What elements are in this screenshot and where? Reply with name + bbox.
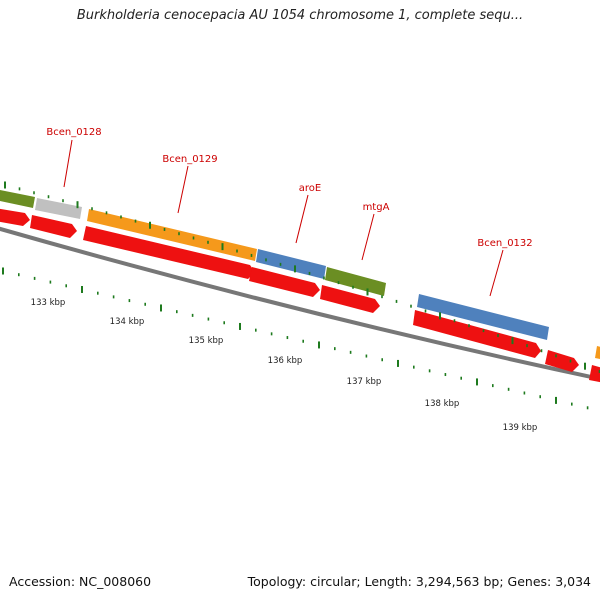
cds-arrow — [589, 365, 600, 383]
gene-label-leader — [177, 165, 189, 214]
cds-arrow — [0, 208, 30, 226]
lower-tick-row — [2, 267, 589, 410]
cds-arrow — [83, 226, 255, 279]
topology-summary: Topology: circular; Length: 3,294,563 bp… — [247, 574, 591, 589]
gene-feature-green — [325, 267, 386, 296]
gene-label: aroE — [299, 183, 321, 194]
gene-track — [0, 190, 600, 359]
gene-label-leader — [361, 213, 375, 261]
gene-label: Bcen_0132 — [477, 238, 532, 249]
scale-label: 136 kbp — [268, 356, 303, 366]
scale-label: 139 kbp — [503, 423, 538, 433]
map-title: Burkholderia cenocepacia AU 1054 chromos… — [76, 8, 524, 23]
gene-feature-orange — [87, 209, 257, 261]
scale-labels: 133 kbp 134 kbp 135 kbp 136 kbp 137 kbp 138 k… — [31, 298, 538, 433]
gene-feature-blue — [417, 294, 549, 340]
gene-label: Bcen_0128 — [46, 127, 101, 138]
cds-arrow — [320, 285, 380, 313]
backbone-line — [0, 226, 600, 381]
scale-label: 137 kbp — [347, 377, 382, 387]
gene-feature-gray — [35, 198, 82, 219]
cds-arrow — [413, 310, 541, 358]
gene-label: Bcen_0129 — [162, 154, 217, 165]
gene-label-leader — [489, 249, 504, 297]
gene-feature-green — [0, 190, 35, 208]
cds-track — [0, 208, 600, 383]
cds-arrow — [545, 350, 579, 372]
scale-label: 134 kbp — [110, 317, 145, 327]
gene-feature-blue — [256, 249, 326, 279]
scale-label: 133 kbp — [31, 298, 66, 308]
cds-arrow — [249, 267, 320, 297]
accession-text: Accession: NC_008060 — [9, 574, 152, 589]
gene-label-leader — [63, 139, 73, 188]
upper-tick-row — [4, 181, 600, 373]
gene-feature-orange — [595, 346, 600, 359]
scale-label: 138 kbp — [425, 399, 460, 409]
gene-label-leader — [295, 194, 309, 244]
scale-label: 135 kbp — [189, 336, 224, 346]
gene-label: mtgA — [363, 202, 390, 213]
cds-arrow — [30, 215, 77, 238]
gene-labels: Bcen_0128 Bcen_0129 aroE mtgA Bcen_0132 — [46, 127, 533, 297]
